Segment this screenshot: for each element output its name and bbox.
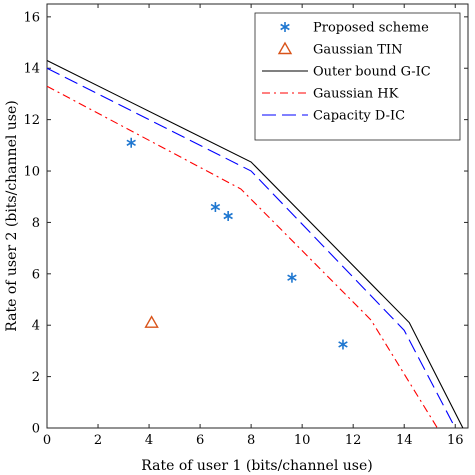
x-tick-label: 8 xyxy=(247,433,255,448)
legend-entry: Capacity D-IC xyxy=(262,109,405,124)
y-tick-label: 2 xyxy=(32,370,40,385)
x-tick-label: 12 xyxy=(345,433,362,448)
series-line-2 xyxy=(46,67,456,429)
x-tick-label: 16 xyxy=(447,433,464,448)
scatter-point-0-3 xyxy=(287,272,297,283)
x-tick-label: 14 xyxy=(396,433,413,448)
y-tick-label: 16 xyxy=(23,10,40,25)
legend-label: Gaussian HK xyxy=(313,87,399,102)
legend-label: Gaussian TIN xyxy=(313,43,402,58)
y-axis-label: Rate of user 2 (bits/channel use) xyxy=(4,100,20,331)
x-tick-label: 6 xyxy=(196,433,204,448)
x-tick-label: 10 xyxy=(294,433,311,448)
series-line-1 xyxy=(46,85,438,429)
series-layer xyxy=(46,60,464,429)
legend-label: Outer bound G-IC xyxy=(313,65,431,80)
legend-marker xyxy=(280,22,290,32)
legend-box xyxy=(254,12,461,141)
x-axis-ticks: 0 2 4 6 8 10 12 14 16 xyxy=(43,4,464,448)
y-tick-label: 14 xyxy=(23,62,40,77)
y-tick-label: 4 xyxy=(32,319,40,334)
legend-label: Proposed scheme xyxy=(313,21,429,36)
legend-entry: Outer bound G-IC xyxy=(262,65,431,80)
y-axis-ticks: 0 2 4 6 8 10 12 14 16 xyxy=(23,10,468,437)
scatter-point-0-0 xyxy=(126,137,136,148)
y-tick-label: 8 xyxy=(32,216,40,231)
legend-label: Capacity D-IC xyxy=(313,109,405,124)
legend-entry: Proposed scheme xyxy=(280,21,429,36)
scatter-point-0-4 xyxy=(338,339,348,350)
y-tick-label: 0 xyxy=(32,422,40,437)
legend: Proposed scheme Gaussian TIN Outer bound G… xyxy=(254,12,461,141)
x-tick-label: 2 xyxy=(94,433,102,448)
legend-marker xyxy=(277,41,293,55)
y-tick-label: 6 xyxy=(32,267,40,282)
scatter-point-0-2 xyxy=(223,211,233,221)
scatter-point-1-0 xyxy=(144,315,159,328)
legend-entry: Gaussian TIN xyxy=(277,41,402,58)
series-line-0 xyxy=(46,60,464,429)
x-tick-label: 0 xyxy=(43,433,51,448)
x-axis-label: Rate of user 1 (bits/channel use) xyxy=(141,458,372,474)
y-tick-label: 12 xyxy=(23,113,40,128)
y-tick-label: 10 xyxy=(23,165,40,180)
legend-entry: Gaussian HK xyxy=(262,87,399,102)
x-tick-label: 4 xyxy=(145,433,153,448)
scatter-point-0-1 xyxy=(210,202,221,213)
